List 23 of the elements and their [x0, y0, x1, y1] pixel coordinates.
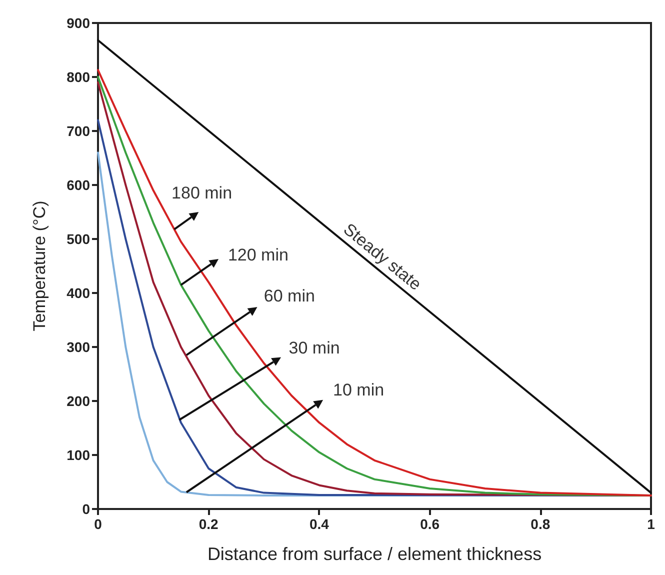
- x-tick-label: 0.6: [420, 516, 440, 532]
- y-tick-label: 800: [66, 69, 90, 85]
- x-tick-label: 0.8: [530, 516, 550, 532]
- y-tick-label: 900: [66, 15, 90, 31]
- y-tick-label: 400: [66, 285, 90, 301]
- annotation: 10 min: [333, 380, 384, 400]
- x-tick-label: 1: [647, 516, 656, 532]
- y-tick-label: 600: [66, 177, 90, 193]
- y-tick-label: 300: [66, 339, 90, 355]
- x-tick-label: 0.2: [198, 516, 219, 532]
- annotation: 60 min: [264, 286, 315, 306]
- annotation: 30 min: [288, 338, 340, 358]
- y-tick-label: 700: [66, 123, 90, 139]
- x-axis-title: Distance from surface / element thickness: [207, 544, 542, 564]
- y-tick-label: 500: [66, 231, 90, 247]
- annotation: 120 min: [228, 246, 288, 265]
- x-tick-label: 0: [94, 516, 102, 532]
- y-tick-label: 0: [82, 501, 90, 517]
- y-axis-title: Temperature (°C): [30, 200, 49, 332]
- y-tick-label: 200: [66, 393, 90, 409]
- y-tick-label: 100: [66, 447, 90, 463]
- annotation: 180 min: [172, 184, 232, 203]
- x-tick-label: 0.4: [309, 516, 330, 532]
